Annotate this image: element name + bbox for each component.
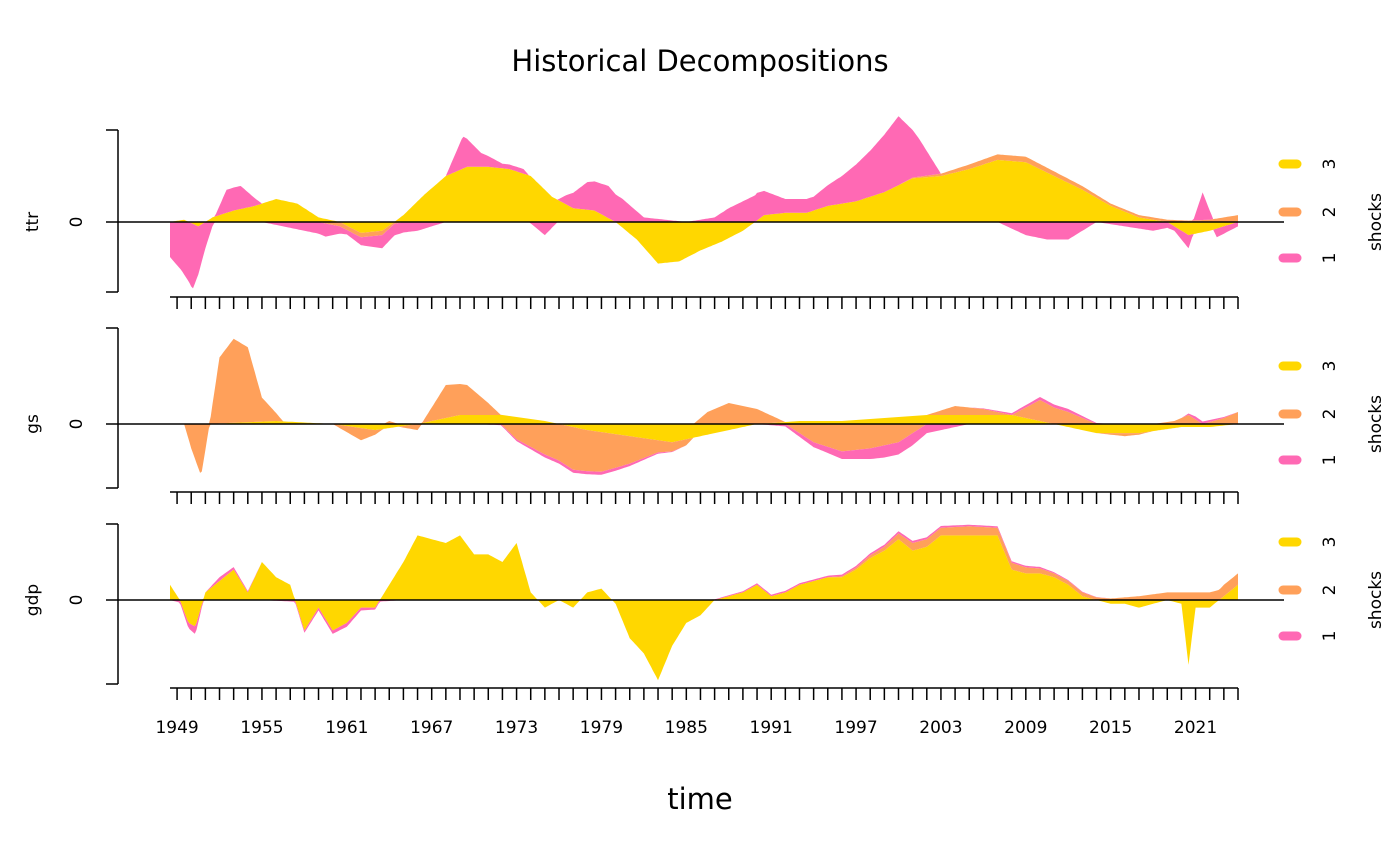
legend-label-3: 3 (1320, 537, 1340, 548)
area-gs-shock-2-pos (170, 338, 1238, 424)
legend-label-1: 1 (1320, 253, 1340, 264)
y-tick-label: 0 (67, 217, 87, 228)
area-gdp-shock-3-neg (170, 600, 1238, 681)
legend-label-3: 3 (1320, 361, 1340, 372)
x-tick-label: 1949 (155, 718, 198, 738)
legend-label-3: 3 (1320, 159, 1340, 170)
x-tick-label: 2015 (1089, 718, 1132, 738)
x-tick-label: 1955 (240, 718, 283, 738)
area-gdp-shock-2-pos (170, 526, 1238, 600)
x-axis-label: time (667, 782, 733, 816)
legend-label-1: 1 (1320, 455, 1340, 466)
legend-title: shocks (1366, 193, 1386, 251)
legend-title: shocks (1366, 395, 1386, 453)
x-tick-label: 2003 (919, 718, 962, 738)
x-tick-label: 1997 (834, 718, 877, 738)
legend-label-2: 2 (1320, 585, 1340, 596)
panel-gdp: 0 gdp 3 2 1 shocks (23, 523, 1386, 700)
x-tick-label: 1979 (580, 718, 623, 738)
x-tick-label: 2021 (1174, 718, 1217, 738)
x-tick-label: 1967 (410, 718, 453, 738)
x-tick-label: 1961 (325, 718, 368, 738)
area-gdp-shock-3-pos (170, 535, 1238, 600)
y-tick-label: 0 (67, 419, 87, 430)
chart-panels: 0 ttr 3 2 1 shocks 0 gs 3 2 1 shocks 0 gdp 3 2 1 shocks 19… (23, 116, 1386, 738)
panel-ttr: 0 ttr 3 2 1 shocks (23, 116, 1386, 309)
x-tick-label: 1991 (750, 718, 793, 738)
legend-label-2: 2 (1320, 409, 1340, 420)
legend-label-1: 1 (1320, 631, 1340, 642)
area-gs-shock-3-neg (170, 424, 1238, 443)
panel-label-gs: gs (23, 414, 43, 434)
x-tick-label: 1973 (495, 718, 538, 738)
panel-label-gdp: gdp (23, 584, 43, 616)
area-ttr-shock-3-neg (170, 222, 1238, 264)
area-gs-shock-3-pos (170, 415, 1238, 424)
x-tick-label: 1985 (665, 718, 708, 738)
legend-title: shocks (1366, 571, 1386, 629)
area-gs-shock-1-pos (170, 338, 1238, 424)
legend-label-2: 2 (1320, 207, 1340, 218)
y-tick-label: 0 (67, 595, 87, 606)
chart-title: Historical Decompositions (511, 44, 888, 78)
x-tick-label: 2009 (1004, 718, 1047, 738)
panel-gs: 0 gs 3 2 1 shocks (23, 327, 1386, 504)
panel-label-ttr: ttr (23, 212, 43, 232)
area-ttr-shock-3-pos (170, 159, 1238, 222)
